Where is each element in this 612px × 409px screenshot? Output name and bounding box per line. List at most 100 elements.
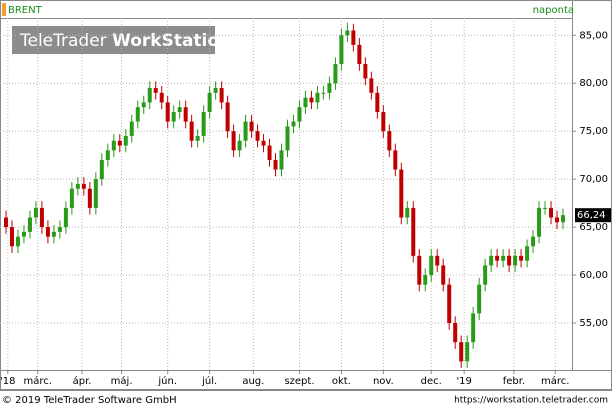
y-tick-label: 85,00 [579,30,608,41]
x-tick-label: aug. [242,376,264,387]
candle-body [123,135,128,146]
candle-body [381,111,386,132]
last-price-box [575,208,611,223]
candle-body [129,121,134,136]
candle-body [165,102,170,122]
y-tick-label: 60,00 [579,270,608,281]
plot: 55,00 60,00 65,00 70,00 75,00 80,00 85,00 '18 má… [0,18,611,387]
candle-body [93,179,98,208]
candle-body [33,207,38,218]
x-tick-label: máj. [111,375,133,387]
candle-body [453,323,458,343]
candle-body [327,83,332,93]
x-tick-label: márc. [24,375,52,387]
candle-body [495,255,500,261]
candle-body [543,207,548,209]
x-tick-label: dec. [421,376,442,387]
candle-body [465,342,470,362]
candle-body [519,255,524,261]
candle-body [555,217,560,223]
watermark-light: TeleTrader [19,31,107,51]
candle-body [387,131,392,151]
candle-body [45,227,50,237]
candle-body [369,78,374,93]
x-tick-label: okt. [332,376,351,387]
candle-body [417,255,422,285]
url: https://workstation.teletrader.com [454,396,608,406]
candle-body [279,150,284,170]
watermark: TeleTrader WorkStation [19,31,231,51]
candle-body [459,342,464,362]
watermark-bold: WorkStation [112,31,231,51]
watermark-box [12,26,215,54]
copyright: © 2019 TeleTrader Software GmbH [2,395,177,406]
candle-body [513,255,518,266]
candle-body [15,236,20,247]
candle-body [435,255,440,266]
candle-body [261,140,266,146]
candle-body [561,215,566,223]
candle-body [429,255,434,276]
candle-body [255,131,260,141]
candle-body [189,121,194,141]
x-tick-label: febr. [503,376,525,387]
candle-body [423,275,428,285]
candle-body [315,92,320,103]
candle-body [339,35,344,65]
candle-body [63,207,68,228]
candle-body [117,140,122,146]
candle-body [213,88,218,93]
x-tick-label: '19 [456,376,471,387]
x-tick-label: szept. [284,376,314,387]
candle-body [111,140,116,151]
candle-body [237,140,242,151]
frame [0,0,612,390]
candle-body [393,150,398,170]
candle-body [39,207,44,228]
candle-body [3,217,8,228]
candle-body [21,231,26,237]
candle-body [141,102,146,108]
candle-body [207,92,212,112]
symbol: BRENT [8,5,43,16]
candle-body [447,284,452,324]
x-tick-label: márc. [541,375,569,387]
candle-body [243,121,248,141]
candle-body [105,150,110,160]
y-tick-label: 70,00 [579,174,608,185]
candle-body [99,159,104,180]
y-tick-label: 65,00 [579,222,608,233]
candle-body [411,207,416,256]
candle-body [405,207,410,218]
candle-body [297,107,302,122]
candle-body [147,88,152,103]
candle-body [87,188,92,208]
candle-body [441,265,446,285]
candle-body [9,227,14,247]
candle-body [75,183,80,189]
candle-body [321,92,326,94]
candle-body [171,111,176,122]
candle-body [537,207,542,237]
candle-body [477,284,482,314]
interval: naponta [533,5,574,16]
candle-body [507,255,512,266]
last-price-label: 66,24 [577,210,606,221]
candle-body [51,231,56,237]
candle-body [225,102,230,132]
candle-body [531,236,536,247]
candle-body [549,207,554,218]
candle-body [183,107,188,122]
candle-body [483,265,488,285]
y-tick-label: 75,00 [579,126,608,137]
symbol-marker [2,3,6,16]
y-tick-label: 80,00 [579,78,608,89]
candle-body [57,227,62,232]
candle-body [345,30,350,36]
x-tick-label: '18 [0,376,15,387]
candle-body [267,145,272,160]
candle-body [489,255,494,266]
candle-body [285,126,290,151]
candle-body [201,111,206,136]
